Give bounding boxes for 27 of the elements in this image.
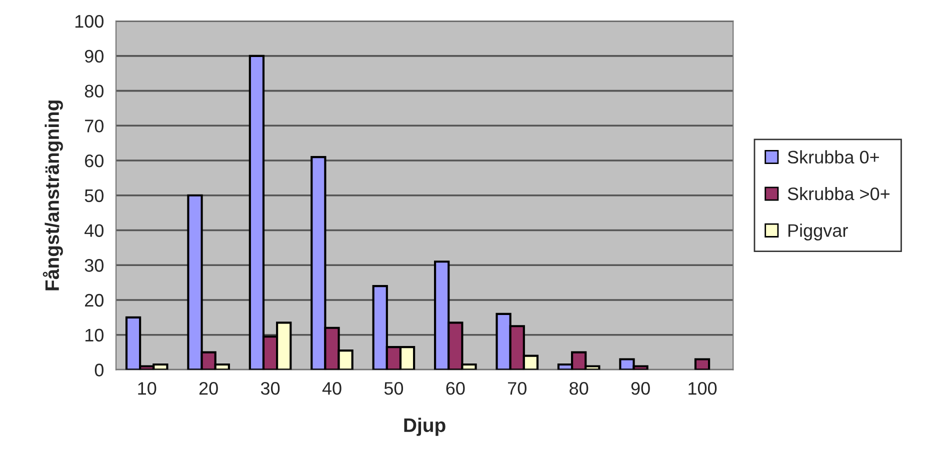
y-tick-label: 90 bbox=[84, 50, 104, 63]
x-tick-label: 40 bbox=[322, 382, 342, 395]
bar bbox=[694, 358, 710, 370]
x-tick-label: 80 bbox=[570, 382, 588, 395]
x-tick-label: 30 bbox=[260, 382, 280, 395]
y-tick-label: 100 bbox=[75, 14, 104, 28]
legend-label: Skrubba 0+ bbox=[788, 150, 879, 164]
x-tick-label: 70 bbox=[508, 382, 526, 395]
y-tick-label: 60 bbox=[85, 154, 104, 168]
y-tick-label: 40 bbox=[84, 224, 104, 237]
y-axis-title: Fångst/ansträngning bbox=[42, 100, 63, 290]
legend-label: Skrubba >0+ bbox=[788, 186, 890, 200]
y-tick-label: 50 bbox=[84, 189, 104, 202]
y-tick-label: 10 bbox=[85, 328, 104, 342]
x-tick-label: 100 bbox=[688, 382, 717, 395]
y-tick-label: 20 bbox=[85, 294, 104, 307]
x-tick-label: 10 bbox=[138, 382, 156, 395]
y-tick-label: 80 bbox=[84, 84, 104, 98]
y-tick-label: 70 bbox=[85, 120, 104, 132]
x-tick-label: 20 bbox=[199, 382, 218, 395]
x-tick-label: 50 bbox=[384, 382, 404, 395]
x-tick-label: 90 bbox=[631, 382, 650, 395]
x-axis-title: Djup bbox=[404, 418, 446, 436]
x-tick-label: 60 bbox=[446, 382, 465, 395]
legend-label: Piggvar bbox=[788, 224, 848, 240]
y-tick-label: 30 bbox=[84, 259, 104, 272]
y-tick-label: 0 bbox=[94, 364, 104, 376]
